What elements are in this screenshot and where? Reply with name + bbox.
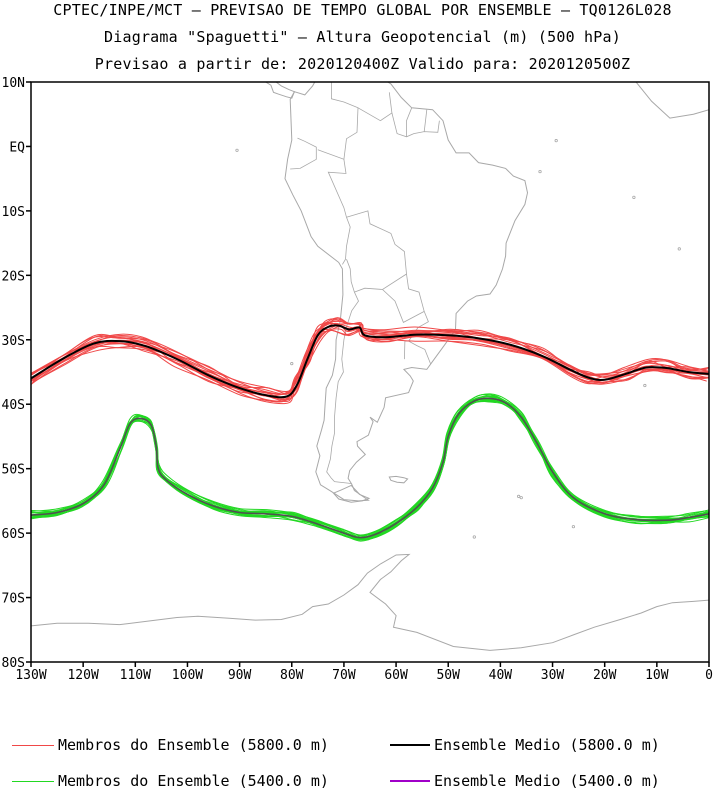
map-frame <box>30 81 710 663</box>
legend-item: Ensemble Medio (5400.0 m) <box>390 771 660 791</box>
coastline-antarctica <box>31 553 709 651</box>
lon-label: 50W <box>436 668 460 683</box>
legend-item: Membros do Ensemble (5800.0 m) <box>12 735 329 755</box>
island <box>643 383 647 388</box>
lon-label: 130W <box>15 668 46 683</box>
member-5400-contour <box>31 400 709 542</box>
member-5800-contour <box>31 323 709 399</box>
coastline <box>332 484 371 503</box>
island <box>677 247 681 251</box>
coastline <box>265 82 296 99</box>
member-5800-contour <box>31 329 709 403</box>
political-border <box>404 340 409 360</box>
title-line-2: Diagrama "Spaguetti" – Altura Geopotenci… <box>104 28 621 46</box>
lon-label: 20W <box>593 668 617 683</box>
political-border <box>290 137 317 170</box>
island <box>519 496 523 500</box>
lat-label: 70S <box>2 592 25 607</box>
political-border <box>331 82 359 160</box>
legend-label: Ensemble Medio (5800.0 m) <box>434 736 660 754</box>
lat-label: 30S <box>2 334 25 349</box>
lon-label: 80W <box>280 668 304 683</box>
political-border <box>357 92 393 122</box>
legend-label: Membros do Ensemble (5400.0 m) <box>58 772 329 790</box>
lon-label: 110W <box>120 668 151 683</box>
legend-swatch <box>390 780 430 782</box>
coastline-africa <box>635 82 709 119</box>
ensemble-mean-5400-contour <box>31 397 709 539</box>
lat-label: 20S <box>2 269 25 284</box>
coastline-layer <box>31 82 709 651</box>
lon-label: 40W <box>489 668 513 683</box>
member-5800-contour <box>31 318 709 395</box>
lat-label: EQ <box>9 140 25 155</box>
legend-swatch <box>12 744 54 746</box>
lon-label: 0 <box>705 668 713 683</box>
coastline <box>388 475 409 484</box>
lat-label: 60S <box>2 527 25 542</box>
political-border <box>346 210 407 293</box>
lat-label: 50S <box>2 463 25 478</box>
political-border <box>406 107 413 137</box>
political-border <box>326 291 359 484</box>
lon-label: 120W <box>67 668 98 683</box>
title-line-1: CPTEC/INPE/MCT – PREVISAO DE TEMPO GLOBA… <box>53 1 672 19</box>
island <box>538 169 542 174</box>
lon-label: 10W <box>645 668 669 683</box>
legend-item: Membros do Ensemble (5400.0 m) <box>12 771 329 791</box>
lat-label: 40S <box>2 398 25 413</box>
political-border <box>423 109 428 132</box>
lat-label: 80S <box>2 656 25 671</box>
island <box>472 535 476 539</box>
lon-label: 70W <box>332 668 356 683</box>
legend-label: Ensemble Medio (5400.0 m) <box>434 772 660 790</box>
legend-swatch <box>12 780 54 782</box>
island <box>290 362 294 366</box>
island <box>571 525 576 529</box>
lat-label: 10N <box>2 76 25 91</box>
political-border <box>317 149 351 265</box>
lon-label: 100W <box>172 668 203 683</box>
island <box>554 139 558 143</box>
political-border <box>382 273 425 323</box>
legend-swatch <box>390 744 430 746</box>
island <box>517 494 521 498</box>
legend-label: Membros do Ensemble (5800.0 m) <box>58 736 329 754</box>
coastline <box>284 82 529 502</box>
lon-label: 90W <box>228 668 252 683</box>
contour-layer <box>31 317 709 542</box>
political-border <box>391 112 440 138</box>
legend-item: Ensemble Medio (5800.0 m) <box>390 735 660 755</box>
lon-label: 30W <box>541 668 565 683</box>
title-line-3: Previsao a partir de: 2020120400Z Valido… <box>94 55 631 73</box>
lat-label: 10S <box>2 205 25 220</box>
lon-label: 60W <box>384 668 408 683</box>
island <box>235 148 239 152</box>
ensemble-mean-5800-contour <box>31 324 709 399</box>
island <box>632 195 636 199</box>
